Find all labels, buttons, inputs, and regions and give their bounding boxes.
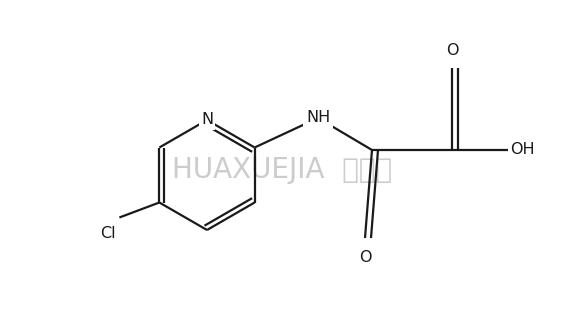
Text: HUAXUEJIA  化学加: HUAXUEJIA 化学加: [172, 156, 392, 184]
Text: Cl: Cl: [100, 226, 116, 241]
Text: O: O: [446, 43, 458, 58]
Text: O: O: [359, 250, 371, 265]
Text: OH: OH: [510, 142, 535, 157]
Text: N: N: [201, 113, 213, 127]
Text: NH: NH: [306, 110, 330, 125]
